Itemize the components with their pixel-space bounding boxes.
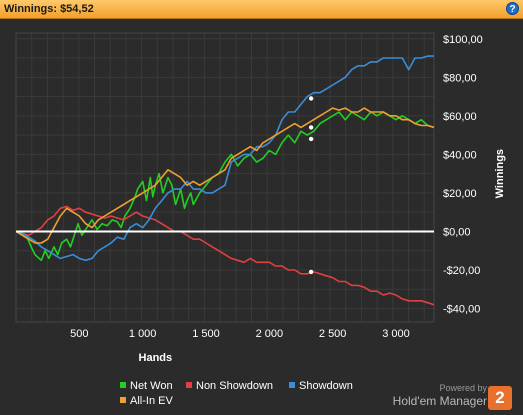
legend-label: All-In EV	[130, 395, 173, 407]
legend-label: Net Won	[130, 380, 173, 392]
y-tick-label: $0,00	[443, 226, 471, 238]
legend-swatch	[120, 382, 126, 388]
series-line-non-showdown	[15, 205, 435, 306]
help-icon[interactable]: ?	[506, 2, 519, 15]
y-tick-label: $100,00	[443, 34, 483, 46]
hover-marker	[308, 136, 314, 142]
winnings-chart: -$40,00 -$20,00 $0,00 $20,00 $40,00 $60,00 $80…	[15, 32, 506, 364]
legend-swatch	[120, 397, 126, 403]
plot-frame	[15, 32, 435, 323]
chart-grid	[15, 32, 435, 323]
legend-item-all-in-ev[interactable]: All-In EV	[120, 395, 173, 407]
chart-series	[15, 55, 435, 306]
chart-markers	[308, 96, 314, 275]
hover-marker	[308, 96, 314, 101]
legend-label: Non Showdown	[196, 380, 274, 392]
x-tick-label: 2 000	[256, 328, 284, 340]
legend-swatch	[289, 382, 295, 388]
series-line-showdown	[15, 55, 434, 262]
x-axis-ticks: 500 1 000 1 500 2 000 2 500 3 000	[70, 328, 410, 340]
y-tick-label: -$40,00	[443, 304, 480, 316]
winnings-summary: Winnings: $54,52	[4, 3, 94, 15]
legend-item-non-showdown[interactable]: Non Showdown	[186, 380, 273, 392]
y-axis-ticks: -$40,00 -$20,00 $0,00 $20,00 $40,00 $60,00 $80…	[443, 34, 483, 316]
legend-item-showdown[interactable]: Showdown	[289, 380, 353, 392]
y-tick-label: $40,00	[443, 149, 477, 161]
y-tick-label: -$20,00	[443, 265, 480, 277]
title-bar: Winnings: $54,52 ?	[0, 0, 523, 19]
legend-item-net-won[interactable]: Net Won	[120, 380, 173, 392]
hem2-logo-icon: 2	[488, 386, 512, 410]
brand-name: Hold'em Manager	[392, 394, 487, 408]
winnings-amount: $54,52	[60, 3, 94, 15]
x-tick-label: 500	[70, 328, 88, 340]
x-tick-label: 2 500	[319, 328, 347, 340]
y-tick-label: $20,00	[443, 188, 477, 200]
y-tick-label: $60,00	[443, 111, 477, 123]
x-tick-label: 3 000	[382, 328, 410, 340]
y-axis-title: Winnings	[494, 149, 506, 198]
x-tick-label: 1 500	[192, 328, 220, 340]
x-tick-label: 1 000	[129, 328, 157, 340]
y-tick-label: $80,00	[443, 72, 477, 84]
x-axis-title: Hands	[139, 352, 173, 364]
series-line-all-in-ev	[15, 107, 435, 244]
hover-marker	[308, 269, 314, 275]
hover-marker	[308, 125, 314, 130]
winnings-label: Winnings:	[4, 3, 58, 15]
legend-swatch	[186, 382, 192, 388]
legend-label: Showdown	[299, 380, 353, 392]
series-line-net-won	[15, 111, 435, 262]
powered-by-text: Powered by	[439, 383, 487, 393]
